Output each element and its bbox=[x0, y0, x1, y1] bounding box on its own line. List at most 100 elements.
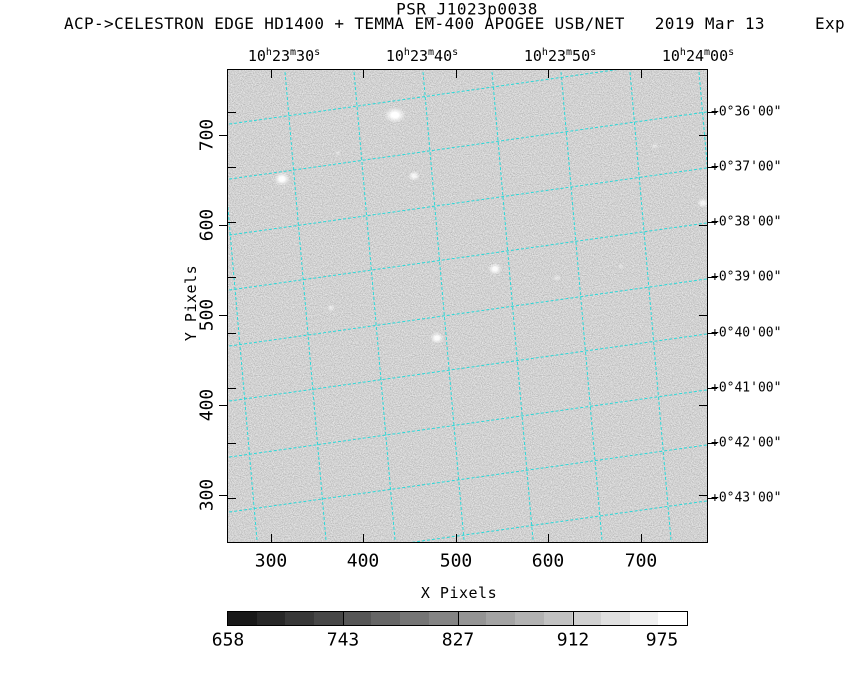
dec-tick bbox=[708, 277, 717, 278]
x-pixel-tick-bottom bbox=[363, 534, 364, 542]
colorbar-step bbox=[228, 612, 257, 625]
ra-label-superscript: s bbox=[590, 47, 597, 58]
plot-title: PSR_J1023p0038 bbox=[396, 0, 538, 19]
x-tick-label: 700 bbox=[624, 550, 658, 572]
dec-label: +0°42'00" bbox=[711, 435, 782, 451]
star bbox=[383, 107, 407, 123]
x-tick-label: 300 bbox=[254, 550, 288, 572]
star bbox=[617, 263, 625, 269]
y-pixel-tick-right bbox=[699, 405, 707, 406]
dec-label: +0°37'00" bbox=[711, 159, 782, 175]
ra-label-part: 10 bbox=[523, 47, 542, 65]
colorbar-step bbox=[658, 612, 687, 625]
ra-label-superscript: m bbox=[428, 47, 435, 58]
star bbox=[334, 149, 342, 157]
x-tick-label: 400 bbox=[346, 550, 380, 572]
star bbox=[430, 332, 444, 344]
dec-label: +0°39'00" bbox=[711, 269, 782, 285]
colorbar bbox=[227, 611, 688, 626]
x-axis-title: X Pixels bbox=[420, 584, 498, 602]
y-tick-label: 300 bbox=[196, 478, 218, 512]
y-tick-label: 400 bbox=[196, 388, 218, 422]
colorbar-label: 975 bbox=[645, 629, 679, 651]
colorbar-step bbox=[543, 612, 573, 625]
x-pixel-tick-bottom bbox=[641, 534, 642, 542]
ra-label-part: 10 bbox=[385, 47, 404, 65]
x-pixel-tick-top bbox=[363, 70, 364, 78]
colorbar-step bbox=[572, 612, 601, 625]
colorbar-tick bbox=[343, 612, 344, 625]
ra-label-superscript: h bbox=[403, 47, 410, 58]
ra-label-part: 50 bbox=[572, 47, 591, 65]
x-pixel-tick-bottom bbox=[548, 534, 549, 542]
colorbar-step bbox=[400, 612, 429, 625]
star bbox=[488, 263, 502, 275]
colorbar-label: 912 bbox=[556, 629, 590, 651]
dec-label: +0°40'00" bbox=[711, 325, 782, 341]
x-pixel-tick-top bbox=[641, 70, 642, 78]
dec-tick bbox=[708, 388, 717, 389]
colorbar-label: 827 bbox=[441, 629, 475, 651]
colorbar-step bbox=[457, 612, 487, 625]
ra-label-superscript: m bbox=[566, 47, 573, 58]
ra-label: 10h23m50s bbox=[524, 47, 596, 65]
y-pixel-tick bbox=[219, 495, 227, 496]
x-pixel-tick-top bbox=[548, 70, 549, 78]
ra-label-part: 10 bbox=[247, 47, 266, 65]
y-tick-label: 600 bbox=[196, 208, 218, 242]
plot-subtitle: ACP->CELESTRON EDGE HD1400 + TEMMA EM-40… bbox=[64, 14, 845, 33]
star bbox=[650, 142, 660, 150]
ra-label-superscript: m bbox=[290, 47, 297, 58]
ra-label: 10h23m30s bbox=[248, 47, 320, 65]
colorbar-step bbox=[342, 612, 372, 625]
colorbar-step bbox=[514, 612, 544, 625]
dec-tick bbox=[708, 333, 717, 334]
y-pixel-tick bbox=[219, 135, 227, 136]
dec-tick-left bbox=[228, 498, 236, 499]
dec-tick bbox=[708, 222, 717, 223]
ra-label-superscript: s bbox=[314, 47, 321, 58]
ra-label-part: 10 bbox=[661, 47, 680, 65]
dec-tick-left bbox=[228, 222, 236, 223]
y-tick-label: 700 bbox=[196, 118, 218, 152]
star bbox=[697, 197, 707, 209]
ra-label-part: 00 bbox=[710, 47, 729, 65]
image-frame bbox=[227, 69, 708, 543]
ra-label-superscript: h bbox=[679, 47, 686, 58]
ra-label-part: 40 bbox=[434, 47, 453, 65]
star bbox=[552, 274, 562, 282]
ra-label: 10h23m40s bbox=[386, 47, 458, 65]
colorbar-step bbox=[629, 612, 659, 625]
colorbar-step bbox=[600, 612, 630, 625]
dec-tick-left bbox=[228, 167, 236, 168]
colorbar-label: 743 bbox=[326, 629, 360, 651]
dec-tick-left bbox=[228, 112, 236, 113]
x-pixel-tick-top bbox=[456, 70, 457, 78]
dec-tick-left bbox=[228, 443, 236, 444]
y-pixel-tick-right bbox=[699, 135, 707, 136]
y-tick-label: 500 bbox=[196, 298, 218, 332]
ra-label-part: 30 bbox=[296, 47, 315, 65]
colorbar-tick bbox=[573, 612, 574, 625]
dec-tick bbox=[708, 443, 717, 444]
y-pixel-tick-right bbox=[699, 225, 707, 226]
dec-label: +0°43'00" bbox=[711, 490, 782, 506]
star bbox=[274, 172, 290, 186]
ra-label-part: 24 bbox=[685, 47, 705, 65]
dec-tick bbox=[708, 167, 717, 168]
ra-label-superscript: m bbox=[704, 47, 711, 58]
ra-label-superscript: s bbox=[728, 47, 735, 58]
colorbar-tick bbox=[458, 612, 459, 625]
ra-label-superscript: h bbox=[541, 47, 548, 58]
star bbox=[326, 303, 336, 313]
colorbar-step bbox=[314, 612, 343, 625]
dec-label: +0°38'00" bbox=[711, 214, 782, 230]
x-pixel-tick-top bbox=[271, 70, 272, 78]
dec-label: +0°41'00" bbox=[711, 380, 782, 396]
noise-background bbox=[228, 70, 707, 542]
dec-tick bbox=[708, 112, 717, 113]
dec-tick-left bbox=[228, 333, 236, 334]
dec-tick bbox=[708, 498, 717, 499]
ra-label: 10h24m00s bbox=[662, 47, 734, 65]
